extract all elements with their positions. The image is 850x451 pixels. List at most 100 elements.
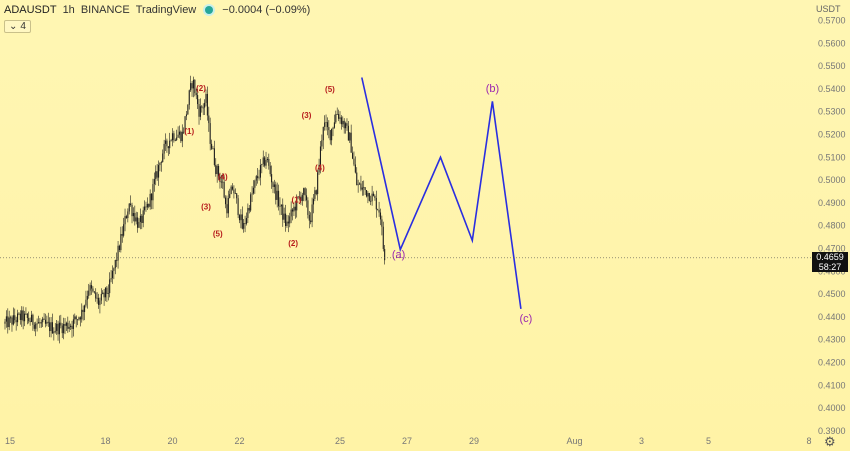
legend-header[interactable]: ADAUSDT 1h BINANCE TradingView −0.0004 (… [4, 4, 310, 16]
candle-body [142, 210, 144, 223]
candle-body [342, 120, 344, 125]
candle-body [331, 128, 333, 141]
candle-body [141, 215, 143, 223]
price-axis: 0.5700 0.5600 0.5500 0.5400 0.5300 0.5200 0.51… [818, 16, 846, 436]
candle-body [240, 214, 242, 221]
candle-body [272, 182, 274, 187]
candle-body [317, 172, 319, 195]
time-tick-label: 15 [5, 436, 15, 446]
candle-body [335, 114, 337, 123]
candle-body [346, 123, 348, 126]
candle-body [100, 293, 102, 301]
candle-body [356, 172, 358, 186]
currency-label[interactable]: USDT [816, 4, 841, 14]
wave-label: (2) [196, 84, 206, 93]
candle-body [379, 212, 382, 220]
wave-label: (1) [292, 195, 302, 204]
candle-body [155, 171, 157, 180]
candle-body [146, 203, 148, 208]
candle-body [153, 179, 155, 185]
candle-body [312, 198, 315, 205]
candle-body [139, 215, 141, 222]
candle-body [283, 213, 285, 220]
candle-body [63, 324, 65, 334]
candle-body [371, 193, 373, 202]
candle-body [365, 190, 368, 197]
candle-body [42, 318, 44, 323]
candle-body [51, 322, 54, 334]
candle-body [368, 193, 370, 201]
candle-body [301, 194, 303, 201]
candle-body [325, 122, 327, 123]
symbol-label[interactable]: ADAUSDT [4, 4, 57, 16]
candle-body [56, 323, 58, 331]
wave-label: (1) [184, 127, 194, 136]
candle-body [113, 268, 115, 271]
candle-body [191, 83, 193, 89]
candle-body [372, 193, 375, 196]
candle-body [135, 217, 137, 222]
candle-body [18, 313, 20, 315]
candle-body [12, 315, 14, 325]
candle-body [297, 196, 299, 198]
candle-body [169, 140, 171, 149]
candle-body [176, 137, 178, 141]
wave-label: (2) [288, 239, 298, 248]
candle-body [23, 313, 26, 322]
last-price-badge: 0.4659 58:27 [812, 252, 848, 272]
candle-body [151, 193, 153, 201]
candle-body [177, 134, 179, 138]
candle-body [349, 132, 351, 141]
candle-body [21, 310, 23, 320]
projection-path: (a) (b) (c) [361, 77, 533, 325]
candle-body [58, 322, 60, 335]
candle-body [4, 321, 6, 324]
candle-body [57, 323, 59, 335]
indicators-toggle[interactable]: ⌄ 4 [4, 20, 31, 33]
candle-body [219, 176, 221, 183]
projection-label: (c) [520, 313, 533, 325]
candle-body [93, 291, 95, 293]
candle-body [103, 292, 105, 298]
candle-body [44, 319, 47, 324]
candle-body [170, 140, 172, 142]
candle-body [230, 186, 232, 195]
candle-body [96, 297, 98, 299]
candle-body [86, 295, 88, 300]
candle-body [183, 131, 185, 133]
candle-body [157, 165, 160, 178]
candle-body [35, 323, 37, 329]
candle-body [223, 181, 225, 198]
candle-body [305, 195, 308, 201]
candle-body [121, 234, 123, 236]
projection-label: (b) [486, 83, 499, 95]
candle-body [43, 318, 45, 320]
candle-body [173, 133, 175, 141]
candle-body [322, 126, 324, 141]
interval-label[interactable]: 1h [62, 4, 75, 16]
candle-body [152, 184, 154, 201]
candle-body [99, 300, 101, 305]
price-tick-label: 0.5700 [818, 16, 846, 26]
candle-body [234, 193, 236, 195]
candle-body [190, 83, 192, 91]
candle-body [279, 206, 281, 208]
candle-body [329, 130, 331, 141]
time-tick-label: 18 [100, 436, 110, 446]
candle-body [85, 299, 87, 306]
candle-body [102, 292, 104, 294]
price-tick-label: 0.4000 [818, 403, 846, 413]
price-tick-label: 0.5500 [818, 61, 846, 71]
price-tick-label: 0.5100 [818, 152, 846, 162]
candle-body [188, 90, 190, 105]
candle-body [236, 193, 238, 199]
projection-label: (a) [392, 249, 405, 261]
candle-body [209, 123, 211, 144]
candle-body [53, 331, 55, 334]
candle-body [184, 116, 186, 132]
gear-icon[interactable]: ⚙ [824, 434, 836, 449]
candle-body [118, 245, 121, 251]
candle-body [343, 120, 345, 129]
price-tick-label: 0.5600 [818, 38, 846, 48]
